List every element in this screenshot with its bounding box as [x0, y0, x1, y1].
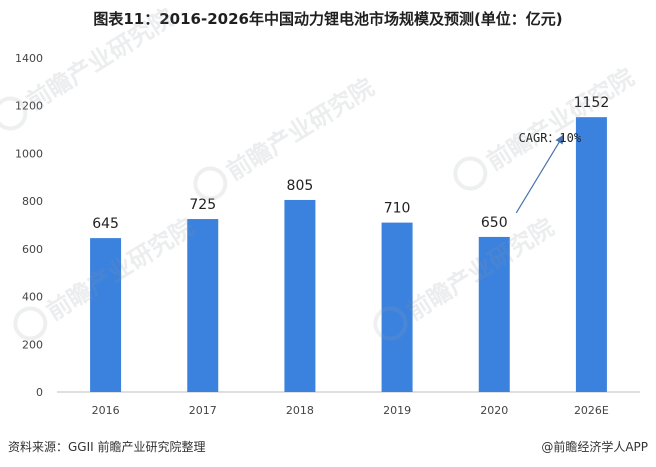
bar-value-label: 645 [92, 216, 119, 232]
y-tick-label: 400 [22, 291, 43, 304]
y-axis: 0 200 400 600 800 1000 1200 1400 [15, 52, 43, 399]
bars: 645 725 805 710 650 1152 [90, 95, 609, 392]
x-tick-label: 2026E [574, 404, 609, 417]
y-tick-label: 800 [22, 195, 43, 208]
bar-value-label: 1152 [574, 95, 610, 111]
y-tick-label: 0 [36, 386, 43, 399]
brand-credit: @前瞻经济学人APP [541, 440, 648, 454]
bar [187, 219, 219, 392]
bar [90, 238, 122, 392]
y-tick-label: 1200 [15, 100, 43, 113]
cagr-arrow [515, 134, 565, 214]
y-tick-label: 200 [22, 338, 43, 351]
y-tick-label: 600 [22, 243, 43, 256]
cagr-annotation: CAGR：10% [515, 131, 582, 214]
x-tick-label: 2018 [286, 404, 314, 417]
bar-value-label: 805 [287, 178, 314, 194]
bar [381, 222, 413, 392]
chart-title: 图表11：2016-2026年中国动力锂电池市场规模及预测(单位：亿元) [93, 10, 563, 28]
cagr-label: CAGR：10% [519, 131, 582, 145]
bar-value-label: 725 [189, 197, 216, 213]
bar [284, 199, 316, 392]
bar [478, 236, 510, 392]
x-tick-label: 2017 [189, 404, 217, 417]
x-tick-label: 2019 [383, 404, 411, 417]
x-axis: 2016 2017 2018 2019 2020 2026E [57, 391, 640, 417]
y-tick-label: 1000 [15, 147, 43, 160]
x-tick-label: 2016 [92, 404, 120, 417]
x-tick-label: 2020 [480, 404, 508, 417]
y-tick-label: 1400 [15, 52, 43, 65]
bar [575, 117, 607, 392]
source-note: 资料来源：GGII 前瞻产业研究院整理 [8, 440, 206, 454]
bar-value-label: 650 [481, 215, 508, 231]
bar-value-label: 710 [384, 201, 411, 217]
